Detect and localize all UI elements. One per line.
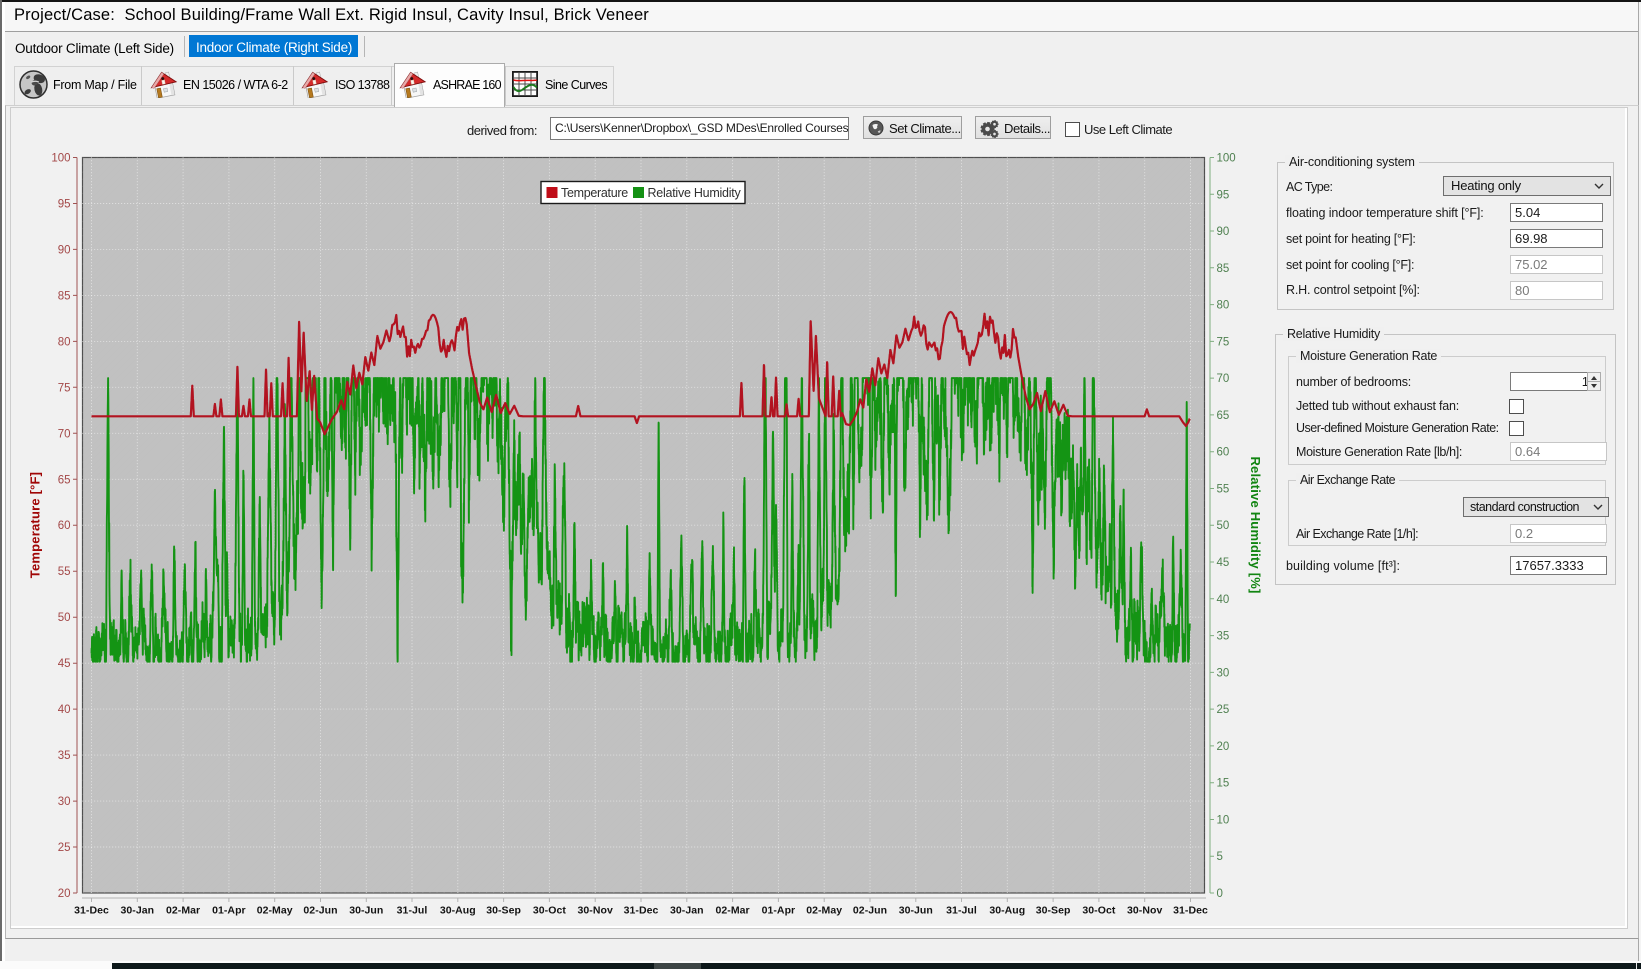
svg-text:35: 35 [1217, 631, 1230, 643]
svg-text:75: 75 [58, 382, 71, 394]
svg-text:95: 95 [58, 199, 71, 211]
svg-text:31-Dec: 31-Dec [74, 905, 109, 917]
svg-text:95: 95 [1217, 189, 1230, 201]
svg-text:30-Aug: 30-Aug [989, 905, 1025, 917]
svg-text:30-Oct: 30-Oct [533, 905, 566, 917]
svg-text:85: 85 [58, 290, 71, 302]
svg-text:90: 90 [58, 244, 71, 256]
svg-text:75: 75 [1217, 336, 1230, 348]
svg-text:40: 40 [58, 704, 71, 716]
svg-text:30-Jan: 30-Jan [670, 905, 704, 917]
svg-text:31-Dec: 31-Dec [624, 905, 659, 917]
svg-text:35: 35 [58, 750, 71, 762]
svg-text:70: 70 [1217, 373, 1230, 385]
svg-text:31-Jul: 31-Jul [397, 905, 428, 917]
svg-text:60: 60 [58, 520, 71, 532]
svg-text:45: 45 [1217, 557, 1230, 569]
svg-text:30-Oct: 30-Oct [1082, 905, 1115, 917]
svg-text:Temperature [°F]: Temperature [°F] [28, 472, 43, 578]
svg-text:Temperature: Temperature [561, 186, 628, 200]
svg-text:60: 60 [1217, 447, 1230, 459]
svg-text:31-Jul: 31-Jul [946, 905, 977, 917]
svg-text:20: 20 [1217, 741, 1230, 753]
svg-text:55: 55 [58, 566, 71, 578]
svg-text:25: 25 [58, 842, 71, 854]
svg-text:30-Sep: 30-Sep [486, 905, 521, 917]
svg-text:02-Jun: 02-Jun [303, 905, 337, 917]
svg-text:65: 65 [58, 474, 71, 486]
svg-text:80: 80 [58, 336, 71, 348]
svg-text:70: 70 [58, 428, 71, 440]
svg-text:45: 45 [58, 658, 71, 670]
svg-text:65: 65 [1217, 410, 1230, 422]
svg-text:5: 5 [1217, 851, 1223, 863]
svg-text:02-Mar: 02-Mar [716, 905, 750, 917]
svg-text:31-Dec: 31-Dec [1173, 905, 1208, 917]
svg-text:30: 30 [1217, 667, 1230, 679]
svg-text:30-Jan: 30-Jan [121, 905, 155, 917]
svg-text:01-Apr: 01-Apr [212, 905, 246, 917]
svg-text:50: 50 [58, 612, 71, 624]
svg-text:15: 15 [1217, 778, 1230, 790]
svg-text:0: 0 [1217, 888, 1223, 900]
svg-text:02-May: 02-May [257, 905, 293, 917]
svg-text:01-Apr: 01-Apr [762, 905, 796, 917]
svg-text:85: 85 [1217, 263, 1230, 275]
svg-text:55: 55 [1217, 484, 1230, 496]
svg-text:10: 10 [1217, 815, 1230, 827]
svg-text:50: 50 [1217, 520, 1230, 532]
svg-text:30-Jun: 30-Jun [349, 905, 383, 917]
svg-text:30-Nov: 30-Nov [578, 905, 613, 917]
svg-text:02-Jun: 02-Jun [853, 905, 887, 917]
svg-text:100: 100 [1217, 153, 1236, 165]
svg-text:25: 25 [1217, 704, 1230, 716]
svg-text:Relative Humidity: Relative Humidity [648, 186, 742, 200]
svg-text:30: 30 [58, 796, 71, 808]
svg-text:30-Nov: 30-Nov [1127, 905, 1162, 917]
svg-text:30-Jun: 30-Jun [899, 905, 933, 917]
svg-text:30-Aug: 30-Aug [440, 905, 476, 917]
svg-text:30-Sep: 30-Sep [1036, 905, 1071, 917]
svg-text:Relative Humidity [%]: Relative Humidity [%] [1248, 456, 1263, 593]
svg-text:40: 40 [1217, 594, 1230, 606]
svg-text:02-May: 02-May [806, 905, 842, 917]
svg-text:02-Mar: 02-Mar [166, 905, 200, 917]
svg-text:80: 80 [1217, 300, 1230, 312]
svg-text:100: 100 [51, 153, 70, 165]
svg-text:90: 90 [1217, 226, 1230, 238]
svg-text:20: 20 [58, 888, 71, 900]
